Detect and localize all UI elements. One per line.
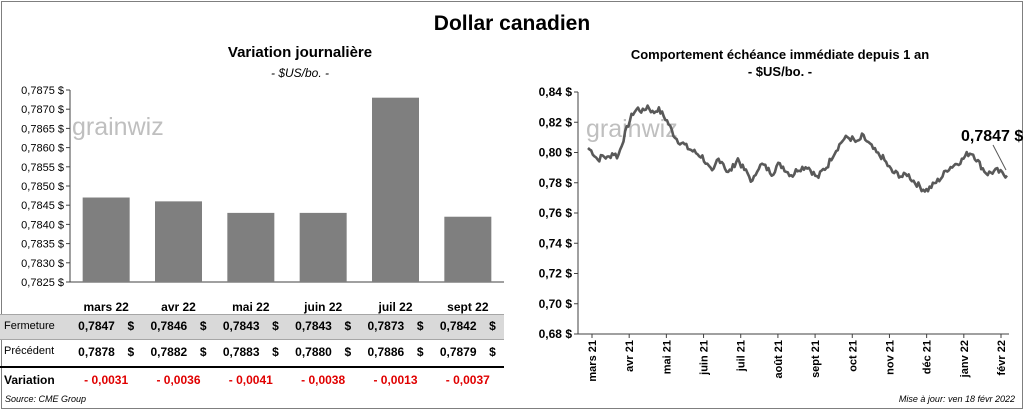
table-divider — [0, 366, 504, 368]
cell-value: 0,7882 — [150, 345, 188, 359]
left-chart-subtitle: - $US/bo. - — [270, 66, 330, 80]
x-tick-label: juil 21 — [736, 340, 748, 372]
y-tick-label: 0,7845 $ — [21, 200, 64, 212]
cell-currency: $ — [272, 319, 279, 333]
x-tick-label: janv 22 — [959, 340, 971, 378]
bar-juin-22 — [299, 212, 347, 282]
x-tick-label: sept 21 — [810, 340, 822, 378]
update-note: Mise à jour: ven 18 févr 2022 — [898, 394, 1015, 404]
y-tick-label: 0,78 $ — [539, 176, 573, 190]
row-label: Précédent — [4, 345, 55, 357]
y-tick-label: 0,80 $ — [539, 146, 573, 160]
bar-juil-22 — [372, 97, 419, 283]
cell-value: 0,7879 — [439, 345, 477, 359]
y-tick-label: 0,70 $ — [539, 297, 573, 311]
cell-currency: $ — [272, 345, 279, 359]
x-tick-label: mars 21 — [587, 340, 599, 382]
watermark-left: grainwiz — [72, 113, 164, 141]
y-tick-label: 0,76 $ — [539, 206, 573, 220]
cell-value: 0,7846 — [150, 319, 188, 333]
cell-value: 0,7843 — [222, 319, 260, 333]
cell-value: 0,7878 — [78, 345, 115, 359]
x-tick-label: févr 22 — [996, 340, 1008, 375]
y-tick-label: 0,74 $ — [539, 236, 573, 250]
cell-currency: $ — [489, 345, 496, 359]
cell-value: 0,7880 — [295, 345, 332, 359]
x-tick-label: nov 21 — [884, 340, 896, 375]
x-tick-label: juin 21 — [699, 340, 711, 376]
source-note: Source: CME Group — [5, 394, 87, 404]
category-label: juil 22 — [377, 300, 412, 314]
y-tick-label: 0,7840 $ — [21, 219, 64, 231]
bar-mai-22 — [227, 212, 275, 282]
page-title: Dollar canadien — [433, 12, 591, 35]
bar-sept-22 — [444, 216, 492, 282]
y-tick-label: 0,7860 $ — [21, 143, 64, 155]
category-label: juin 22 — [303, 300, 342, 314]
y-tick-label: 0,7835 $ — [21, 239, 64, 251]
cell-value: 0,7847 — [78, 319, 115, 333]
row-label: Variation — [4, 373, 55, 387]
bar-mars-22 — [82, 197, 130, 282]
bar-avr-22 — [155, 201, 202, 282]
cell-currency: $ — [199, 345, 207, 359]
cell-currency: $ — [344, 345, 352, 359]
cell-value: 0,7842 — [439, 319, 477, 333]
y-tick-label: 0,82 $ — [539, 115, 573, 129]
cell-currency: $ — [489, 319, 496, 333]
x-tick-label: oct 21 — [847, 340, 859, 372]
right-chart-title: Comportement échéance immédiate depuis 1… — [630, 47, 930, 62]
variation-cell: - 0,0037 — [445, 373, 490, 387]
y-tick-label: 0,7825 $ — [21, 277, 64, 289]
cell-value: 0,7886 — [367, 345, 405, 359]
category-label: mars 22 — [83, 300, 129, 314]
cell-value: 0,7873 — [367, 319, 405, 333]
cell-currency: $ — [416, 319, 424, 333]
y-tick-label: 0,7870 $ — [21, 104, 64, 116]
variation-cell: - 0,0041 — [228, 373, 273, 387]
cell-currency: $ — [127, 319, 135, 333]
y-tick-label: 0,68 $ — [539, 327, 573, 341]
x-tick-label: mai 21 — [661, 340, 673, 374]
table-row-fermeture: Fermeture — [0, 314, 504, 340]
y-tick-label: 0,7865 $ — [21, 123, 64, 135]
category-label: avr 22 — [161, 300, 196, 314]
series-line — [587, 104, 1008, 193]
y-tick-label: 0,7855 $ — [21, 162, 64, 174]
last-value-label: 0,7847 $ — [961, 128, 1023, 145]
y-tick-label: 0,84 $ — [539, 85, 573, 99]
variation-cell: - 0,0036 — [156, 373, 201, 387]
variation-cell: - 0,0038 — [301, 373, 346, 387]
variation-cell: - 0,0013 — [373, 373, 418, 387]
cell-value: 0,7883 — [222, 345, 260, 359]
category-label: mai 22 — [232, 300, 270, 314]
x-tick-label: avr 21 — [624, 340, 636, 372]
y-tick-label: 0,7830 $ — [21, 258, 64, 270]
cell-currency: $ — [127, 345, 135, 359]
last-value-callout — [992, 144, 1007, 171]
y-tick-label: 0,72 $ — [539, 267, 573, 281]
y-tick-label: 0,7850 $ — [21, 181, 64, 193]
cell-value: 0,7843 — [295, 319, 332, 333]
variation-cell: - 0,0031 — [84, 373, 129, 387]
category-label: sept 22 — [447, 300, 489, 314]
table-row-precedent: Précédent — [0, 340, 504, 364]
x-tick-label: août 21 — [773, 340, 785, 379]
cell-currency: $ — [199, 319, 207, 333]
left-chart-title: Variation journalière — [227, 44, 373, 61]
row-label: Fermeture — [4, 320, 55, 332]
watermark-right: grainwiz — [586, 115, 678, 143]
y-tick-label: 0,7875 $ — [21, 85, 64, 97]
cell-currency: $ — [344, 319, 352, 333]
cell-currency: $ — [416, 345, 424, 359]
right-chart-subtitle: - $US/bo. - — [747, 64, 813, 79]
x-tick-label: déc 21 — [922, 340, 934, 374]
table-row-variation: Variation — [0, 368, 504, 392]
